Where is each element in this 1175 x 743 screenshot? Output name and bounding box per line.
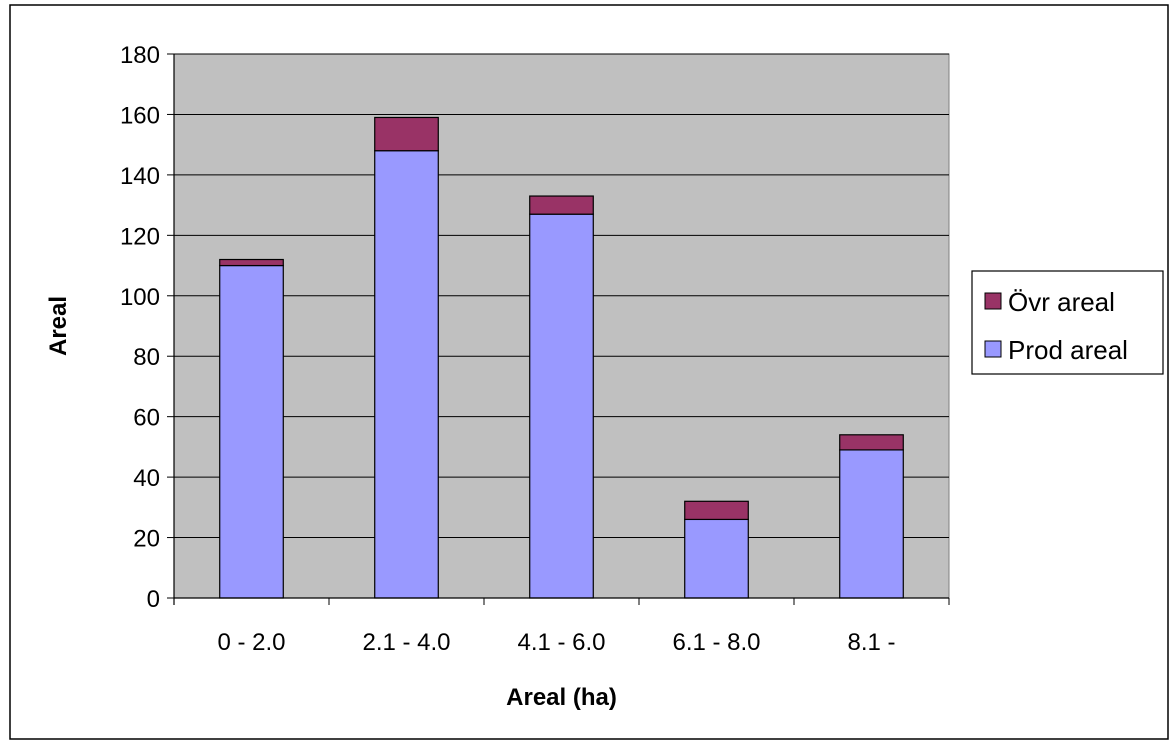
x-tick-label: 0 - 2.0 [217,629,285,656]
y-tick-label: 160 [120,102,160,129]
legend: Övr areal Prod areal [971,270,1164,375]
y-tick-label: 120 [120,223,160,250]
x-tick-label: 6.1 - 8.0 [672,629,760,656]
x-tick-label: 4.1 - 6.0 [517,629,605,656]
bar-prod-areal [529,213,594,599]
x-axis-title: Areal (ha) [506,684,617,711]
axes [167,53,950,605]
x-tick-labels: 0 - 2.0 2.1 - 4.0 4.1 - 6.0 6.1 - 8.0 8.1 - [217,629,895,656]
bar-ovr-areal [839,434,904,451]
bar-prod-areal [684,518,749,599]
y-tick-label: 100 [120,284,160,311]
y-tick-label: 60 [133,405,160,432]
legend-swatch [984,340,1002,358]
bar-prod-areal [219,264,284,599]
y-tick-label: 180 [120,42,160,69]
x-tick-label: 8.1 - [847,629,895,656]
y-axis-title: Areal [45,296,72,356]
legend-swatch [984,292,1002,310]
bar-ovr-areal [374,116,439,152]
bar-ovr-areal [684,500,749,521]
legend-label: Prod areal [1008,335,1128,365]
y-tick-label: 80 [133,344,160,371]
bar-prod-areal [839,449,904,599]
y-tick-label: 20 [133,526,160,553]
bar-ovr-areal [529,195,594,215]
legend-box [971,270,1164,375]
y-tick-label: 40 [133,465,160,492]
legend-label: Övr areal [1008,287,1115,317]
bar-prod-areal [374,150,439,599]
y-tick-label: 140 [120,163,160,190]
x-tick-label: 2.1 - 4.0 [362,629,450,656]
y-tick-label: 0 [147,586,160,613]
bar-ovr-areal [219,258,284,267]
bars [219,116,904,599]
y-tick-labels: 0 20 40 60 80 100 120 140 160 180 [120,42,160,613]
